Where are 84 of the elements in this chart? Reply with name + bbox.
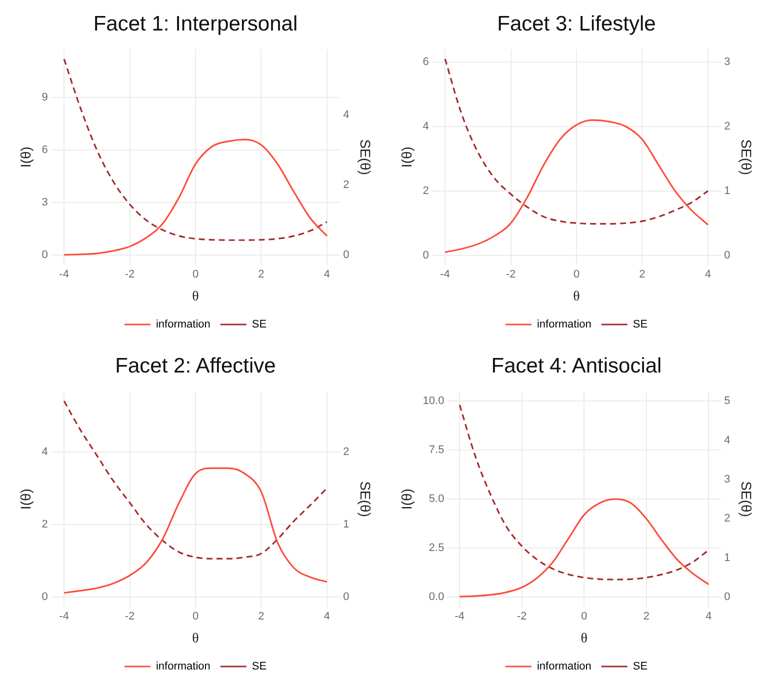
legend-label: SE: [632, 318, 648, 331]
y2-tick-label: 5: [724, 395, 730, 408]
x-tick-label: 4: [704, 268, 711, 281]
y-axis-title: I(θ): [17, 488, 34, 510]
chart-title: Facet 1: Interpersonal: [93, 12, 298, 36]
y2-axis-title: SE(θ): [358, 481, 374, 517]
chart-title: Facet 3: Lifestyle: [497, 12, 656, 36]
y-tick-label: 2.5: [428, 542, 444, 554]
x-tick-label: 2: [639, 268, 646, 281]
legend-label: information: [536, 318, 592, 331]
legend-label: information: [156, 318, 210, 331]
y-tick-label: 0.0: [428, 591, 444, 604]
line-series: [63, 138, 328, 256]
y-tick-label: 3: [42, 196, 48, 209]
x-tick-label: -4: [440, 268, 450, 281]
x-tick-label: -2: [506, 268, 516, 281]
x-tick-label: -4: [59, 268, 69, 281]
chart-title: Facet 2: Affective: [115, 354, 276, 378]
legend-label: SE: [252, 318, 267, 331]
y2-axis-title: SE(θ): [358, 139, 374, 175]
y2-tick-label: 0: [724, 591, 730, 604]
x-tick-label: 2: [258, 610, 264, 623]
y-tick-label: 0: [42, 591, 48, 604]
y2-tick-label: 0: [724, 249, 730, 262]
y-tick-label: 2: [422, 184, 429, 197]
y-tick-label: 9: [42, 92, 48, 104]
x-tick-label: -2: [517, 610, 527, 623]
x-tick-label: -4: [454, 610, 465, 623]
line-series: [63, 58, 328, 241]
line-series: [458, 498, 710, 598]
line-series: [444, 58, 709, 225]
x-axis-title: θ: [192, 289, 200, 304]
y-tick-label: 7.5: [428, 444, 444, 456]
y2-axis-title: SE(θ): [738, 139, 755, 175]
legend-label: information: [536, 660, 592, 673]
line-series: [63, 467, 328, 594]
y2-axis-title: SE(θ): [738, 481, 755, 517]
y-tick-label: 0: [422, 249, 429, 262]
y2-tick-label: 2: [343, 446, 350, 458]
y2-tick-label: 3: [724, 474, 730, 486]
y-axis-title: I(θ): [398, 488, 414, 510]
line-series: [458, 404, 710, 580]
x-axis-title: θ: [192, 631, 200, 646]
y2-tick-label: 1: [724, 552, 730, 564]
y-tick-label: 5.0: [428, 493, 444, 506]
y-tick-label: 0: [42, 249, 48, 262]
x-tick-label: 2: [643, 610, 650, 623]
x-tick-label: 0: [573, 268, 580, 281]
x-tick-label: -2: [124, 610, 135, 623]
x-axis-title: θ: [573, 289, 580, 304]
x-tick-label: -4: [59, 610, 69, 623]
y2-tick-label: 4: [343, 109, 350, 122]
y2-tick-label: 3: [724, 56, 730, 68]
y-tick-label: 2: [42, 518, 48, 531]
y2-tick-label: 0: [343, 249, 350, 262]
y2-tick-label: 1: [724, 184, 730, 197]
y-tick-label: 6: [422, 56, 429, 68]
legend-label: SE: [252, 660, 267, 673]
line-series: [63, 400, 328, 560]
x-tick-label: 2: [258, 268, 264, 281]
x-tick-label: 4: [324, 268, 330, 281]
y2-tick-label: 2: [724, 120, 730, 133]
line-series: [444, 119, 709, 253]
x-tick-label: 0: [192, 268, 199, 281]
x-tick-label: 4: [324, 610, 330, 623]
legend-label: information: [156, 660, 210, 673]
x-tick-label: -2: [124, 268, 135, 281]
legend-label: SE: [632, 660, 648, 673]
y2-tick-label: 2: [724, 512, 730, 525]
y2-tick-label: 0: [343, 591, 350, 604]
x-axis-title: θ: [580, 631, 588, 646]
y-tick-label: 6: [42, 144, 48, 156]
y2-tick-label: 2: [343, 179, 350, 192]
x-tick-label: 0: [192, 610, 199, 623]
y-tick-label: 4: [42, 446, 48, 458]
y2-tick-label: 4: [724, 434, 730, 446]
y-axis-title: I(θ): [398, 146, 414, 168]
x-tick-label: 0: [581, 610, 588, 623]
x-tick-label: 4: [706, 610, 712, 623]
y2-tick-label: 1: [343, 518, 350, 531]
y-axis-title: I(θ): [17, 146, 34, 168]
y-tick-label: 4: [422, 120, 429, 133]
chart-title: Facet 4: Antisocial: [491, 354, 662, 378]
y-tick-label: 10.0: [422, 395, 444, 408]
